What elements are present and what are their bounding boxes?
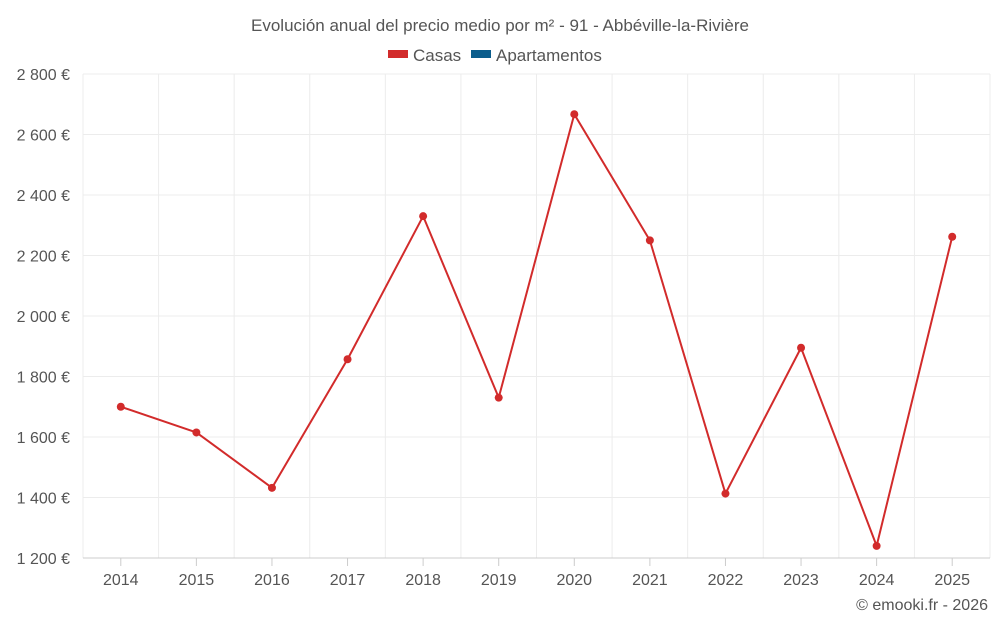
x-tick-label: 2020 [556,572,592,589]
y-tick-label: 1 600 € [17,430,70,447]
x-tick-label: 2015 [179,572,215,589]
y-tick-label: 2 600 € [17,128,70,145]
data-point[interactable] [797,343,806,352]
x-tick-label: 2014 [103,572,139,589]
x-tick-label: 2023 [783,572,819,589]
y-axis-ticks: 1 200 € 1 400 € 1 600 € 1 800 € 2 000 € 2 200… [17,67,70,568]
legend-label-apartamentos: Apartamentos [496,46,602,65]
data-point[interactable] [645,236,654,245]
legend-item-apartamentos[interactable]: Apartamentos [471,46,602,65]
data-point[interactable] [494,393,503,402]
y-tick-label: 2 000 € [17,309,70,326]
data-point[interactable] [267,483,276,492]
y-tick-label: 1 800 € [17,370,70,387]
data-point[interactable] [570,110,579,119]
x-tick-label: 2017 [330,572,366,589]
data-point[interactable] [948,232,957,241]
data-point[interactable] [419,212,428,221]
y-tick-label: 2 400 € [17,188,70,205]
x-tick-label: 2022 [708,572,744,589]
chart-title: Evolución anual del precio medio por m² … [251,16,749,35]
legend-item-casas[interactable]: Casas [388,46,461,65]
legend-swatch-apartamentos [471,50,491,58]
legend-label-casas: Casas [413,46,461,65]
data-point[interactable] [116,402,125,411]
y-tick-label: 2 200 € [17,249,70,266]
x-tick-label: 2021 [632,572,668,589]
x-tick-label: 2024 [859,572,895,589]
data-point[interactable] [872,541,881,550]
x-tick-label: 2025 [934,572,970,589]
x-tick-label: 2019 [481,572,517,589]
legend[interactable]: Casas Apartamentos [388,46,602,65]
x-tick-label: 2018 [405,572,441,589]
credit-text: © emooki.fr - 2026 [856,597,988,614]
data-point[interactable] [721,489,730,498]
y-tick-label: 1 400 € [17,491,70,508]
series-layer [116,110,957,550]
series-line-casas [120,113,954,547]
y-tick-label: 1 200 € [17,551,70,568]
x-tick-label: 2016 [254,572,290,589]
data-point[interactable] [192,428,201,437]
x-axis-ticks: 2014 2015 2016 2017 2018 2019 2020 2021 2022 2023… [103,558,970,589]
data-point[interactable] [343,355,352,364]
legend-swatch-casas [388,50,408,58]
y-tick-label: 2 800 € [17,67,70,84]
